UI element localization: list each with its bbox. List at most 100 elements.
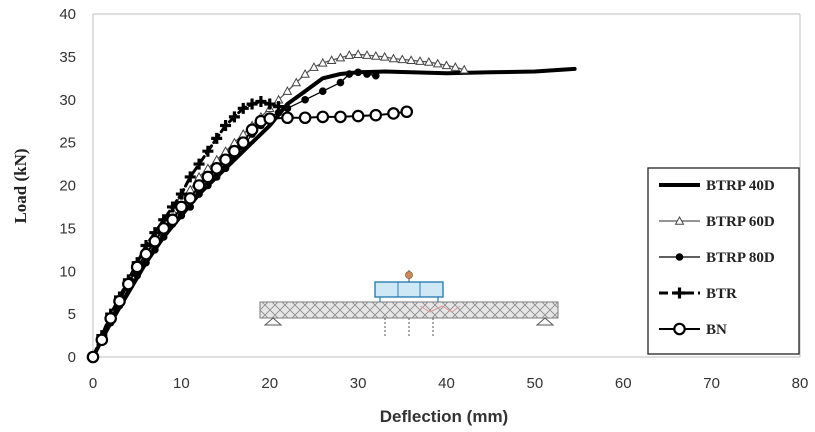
bn-point <box>130 260 144 274</box>
btrp-80d-point <box>336 78 345 87</box>
bn-point <box>400 105 414 119</box>
x-axis-title: Deflection (mm) <box>380 407 508 426</box>
legend: BTRP 40D BTRP 60D BTRP 80D BTR BN <box>647 167 800 355</box>
y-tick-label: 15 <box>59 220 76 237</box>
inset-support-right <box>535 317 555 326</box>
inset-crack-region <box>419 305 461 313</box>
btrp-80d-point <box>274 108 283 117</box>
bn-point <box>104 312 117 325</box>
legend-label-btrp-80d: BTRP 80D <box>706 250 775 266</box>
btr-point <box>220 119 232 131</box>
btrp-80d-point <box>354 68 362 77</box>
btrp-60d-point <box>362 50 372 59</box>
bn-point <box>95 333 109 347</box>
legend-label-btrp-60d: BTRP 60D <box>706 214 775 230</box>
btr-point <box>246 98 258 110</box>
bn-point <box>86 350 100 364</box>
inset-load-cell <box>405 271 413 279</box>
bn-point <box>334 110 347 124</box>
legend-item-btrp-60d: BTRP 60D <box>659 214 775 230</box>
btrp-80d-point <box>151 246 159 254</box>
bn-point <box>228 144 241 158</box>
legend-label-btr: BTR <box>706 286 737 302</box>
x-tick-label: 50 <box>527 375 544 392</box>
legend-btrp-80d-point <box>675 253 684 261</box>
x-tick-label: 70 <box>703 375 720 392</box>
y-tick-label: 5 <box>68 306 76 323</box>
btrp-60d-point <box>441 60 452 70</box>
bn-point <box>219 153 232 167</box>
bn-point <box>122 277 135 291</box>
y-tick-label: 10 <box>59 263 76 280</box>
btrp-80d-point <box>186 203 195 211</box>
bn-point <box>316 110 330 124</box>
btrp-80d-point <box>204 181 212 190</box>
x-tick-label: 40 <box>438 375 455 392</box>
bn-point <box>183 192 197 205</box>
bn-point <box>192 179 206 192</box>
y-tick-label: 40 <box>59 6 76 23</box>
bn-point <box>166 213 179 227</box>
bn-point <box>148 234 162 248</box>
btr-point <box>193 158 205 170</box>
btr-point <box>202 145 214 157</box>
inset-beam-hatch <box>260 302 558 318</box>
x-tick-label: 0 <box>89 375 97 392</box>
btr-point <box>211 132 223 144</box>
btrp-80d-point <box>345 70 354 78</box>
btrp-80d-point <box>301 95 309 104</box>
bn-point <box>139 247 153 261</box>
legend-item-btrp-80d: BTRP 80D <box>659 250 775 266</box>
btrp-80d-point <box>133 271 141 280</box>
bn-point <box>157 222 170 235</box>
y-tick-label: 35 <box>59 49 76 66</box>
legend-item-bn: BN <box>659 322 727 338</box>
btr-point <box>273 101 285 113</box>
btrp-60d-point <box>353 49 363 59</box>
btrp-60d-point <box>397 54 408 64</box>
btrp-60d-point <box>406 55 416 65</box>
btrp-60d-point <box>335 52 346 62</box>
legend-item-btrp-40d: BTRP 40D <box>659 178 775 194</box>
bn-point <box>175 200 188 214</box>
legend-item-btr: BTR <box>659 286 737 302</box>
x-tick-labels: 0 10 20 30 40 50 60 70 80 <box>89 375 809 392</box>
x-tick-label: 60 <box>615 375 632 392</box>
bn-point <box>281 111 294 125</box>
btr-point <box>255 95 267 107</box>
btr-point <box>175 188 187 200</box>
series-bn <box>86 105 414 364</box>
x-tick-label: 20 <box>261 375 278 392</box>
btrp-80d-point <box>177 211 186 220</box>
inset-support-left <box>263 317 283 326</box>
y-tick-label: 25 <box>59 135 76 152</box>
bn-point <box>113 294 126 308</box>
inset-load-frame <box>374 281 444 298</box>
x-tick-label: 80 <box>792 375 809 392</box>
test-setup-inset <box>259 270 559 336</box>
btrp-80d-point <box>318 87 327 95</box>
btrp-80d-point <box>142 258 150 267</box>
y-tick-label: 0 <box>68 349 76 366</box>
btrp-60d-point <box>423 56 434 66</box>
btrp-60d-point <box>282 86 293 95</box>
btrp-80d-point <box>159 233 168 241</box>
btrp-80d-point <box>221 164 230 173</box>
x-tick-label: 30 <box>350 375 367 392</box>
btrp-60d-point <box>432 58 443 68</box>
bn-point <box>236 136 250 149</box>
legend-label-bn: BN <box>706 322 727 338</box>
btrp-80d-point <box>283 104 292 113</box>
btrp-60d-point <box>300 68 310 78</box>
btrp-60d-point <box>388 53 399 63</box>
btrp-60d-point <box>415 56 425 65</box>
bn-point <box>245 123 259 137</box>
legend-btr-point <box>674 287 685 299</box>
btr-point <box>264 98 276 110</box>
series-layer <box>86 49 577 364</box>
y-tick-label: 30 <box>59 92 76 109</box>
y-axis-title: Load (kN) <box>11 148 30 223</box>
legend-btrp-60d-point <box>674 215 685 225</box>
plot-area <box>92 13 801 358</box>
